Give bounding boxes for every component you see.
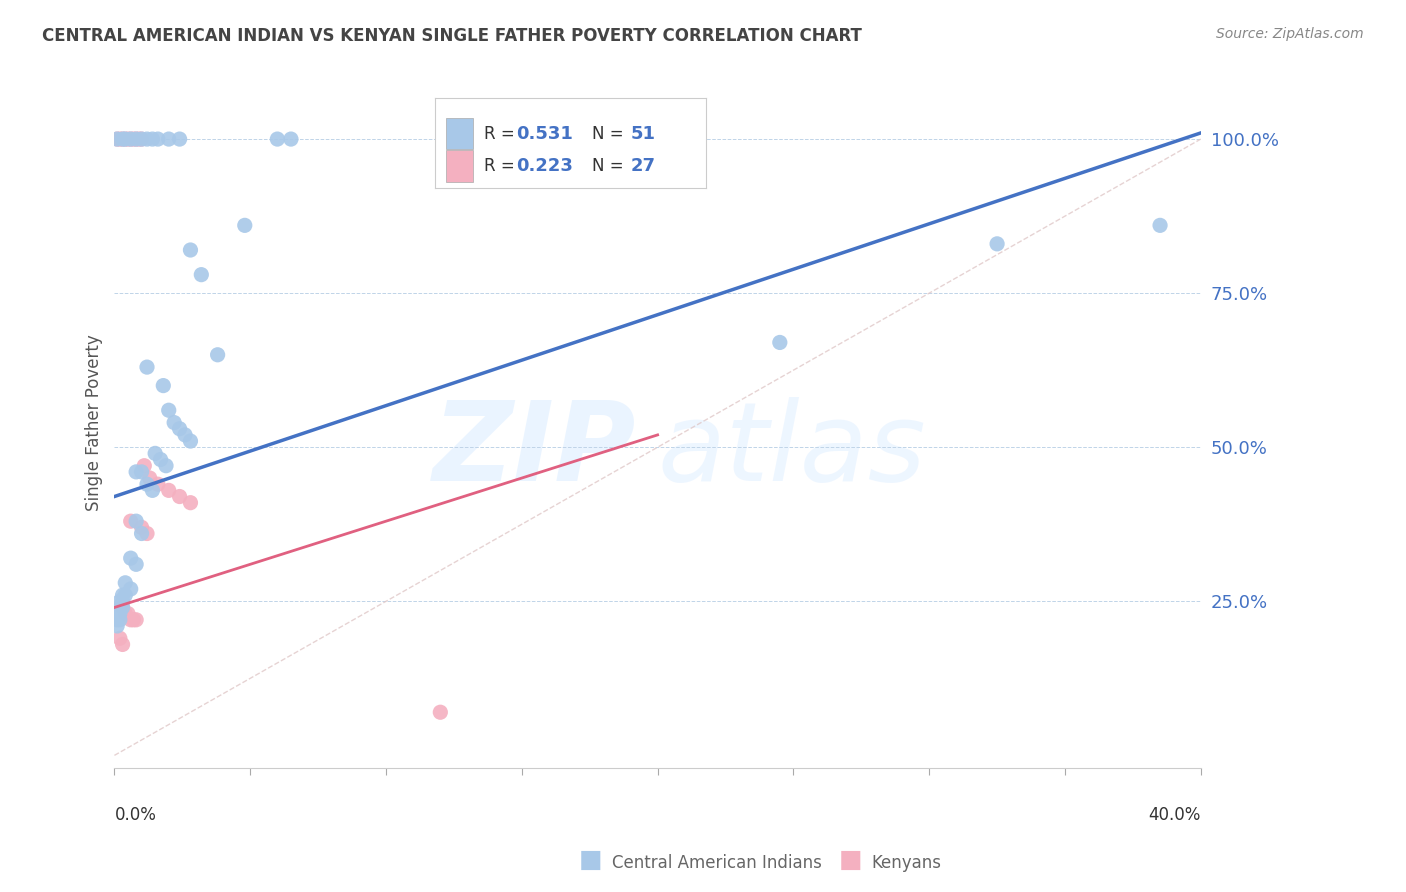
Text: 0.0%: 0.0% <box>114 805 156 823</box>
Point <box>125 558 148 572</box>
Point <box>157 483 180 498</box>
Text: 40.0%: 40.0% <box>1149 805 1201 823</box>
Point <box>769 335 792 350</box>
Point <box>131 132 153 146</box>
Point <box>179 434 201 448</box>
Point <box>136 360 159 375</box>
Y-axis label: Single Father Poverty: Single Father Poverty <box>86 334 103 511</box>
Point <box>280 132 302 146</box>
Point <box>120 551 142 566</box>
Point <box>179 243 201 257</box>
Text: ZIP: ZIP <box>433 397 636 504</box>
Point <box>114 575 136 590</box>
Text: ■: ■ <box>839 848 862 872</box>
Point <box>1149 219 1171 233</box>
Point <box>122 613 145 627</box>
Point <box>120 132 142 146</box>
Point <box>190 268 212 282</box>
Text: ■: ■ <box>579 848 602 872</box>
Point <box>207 348 229 362</box>
Point <box>105 619 128 633</box>
Point <box>114 588 136 602</box>
Point <box>108 600 131 615</box>
Point <box>169 490 191 504</box>
Point <box>136 477 159 491</box>
Point <box>429 705 451 719</box>
Point <box>131 520 153 534</box>
Point <box>105 607 128 621</box>
Point <box>108 132 131 146</box>
Point <box>169 132 191 146</box>
Point <box>131 526 153 541</box>
Point <box>146 477 169 491</box>
Point <box>125 132 148 146</box>
Text: Source: ZipAtlas.com: Source: ZipAtlas.com <box>1216 27 1364 41</box>
Point <box>111 600 134 615</box>
Point <box>131 465 153 479</box>
Point <box>111 132 134 146</box>
Point <box>111 588 134 602</box>
Text: Central American Indians: Central American Indians <box>612 855 821 872</box>
Point <box>155 458 177 473</box>
Point <box>125 465 148 479</box>
Point <box>157 132 180 146</box>
Point <box>986 236 1008 251</box>
Point <box>111 600 134 615</box>
Point <box>143 446 166 460</box>
Point <box>111 594 134 608</box>
Point <box>105 132 128 146</box>
Point <box>163 416 186 430</box>
Point <box>114 607 136 621</box>
Point <box>125 613 148 627</box>
Point <box>120 613 142 627</box>
Text: Kenyans: Kenyans <box>872 855 942 872</box>
Point <box>117 607 139 621</box>
Point <box>619 132 641 146</box>
Point <box>152 378 174 392</box>
Point <box>120 582 142 596</box>
Point <box>169 422 191 436</box>
Point <box>134 458 156 473</box>
Point <box>141 132 163 146</box>
Point <box>105 132 128 146</box>
Point <box>108 607 131 621</box>
Text: CENTRAL AMERICAN INDIAN VS KENYAN SINGLE FATHER POVERTY CORRELATION CHART: CENTRAL AMERICAN INDIAN VS KENYAN SINGLE… <box>42 27 862 45</box>
Point <box>128 132 150 146</box>
Point <box>266 132 288 146</box>
Point <box>179 496 201 510</box>
Text: atlas: atlas <box>658 397 927 504</box>
Point <box>174 428 197 442</box>
Point <box>120 132 142 146</box>
Point <box>125 514 148 528</box>
Point <box>108 632 131 646</box>
Point <box>114 132 136 146</box>
Point <box>141 483 163 498</box>
Point <box>114 132 136 146</box>
Point <box>117 132 139 146</box>
Point <box>136 132 159 146</box>
Point <box>146 132 169 146</box>
Point <box>125 132 148 146</box>
Point <box>111 132 134 146</box>
Point <box>149 452 172 467</box>
Point <box>157 403 180 417</box>
Point <box>131 132 153 146</box>
Point <box>111 637 134 651</box>
Point <box>120 514 142 528</box>
Point <box>108 613 131 627</box>
Point <box>105 613 128 627</box>
Point <box>233 219 256 233</box>
Point <box>138 471 160 485</box>
Point <box>108 594 131 608</box>
Point <box>122 132 145 146</box>
Point <box>136 526 159 541</box>
